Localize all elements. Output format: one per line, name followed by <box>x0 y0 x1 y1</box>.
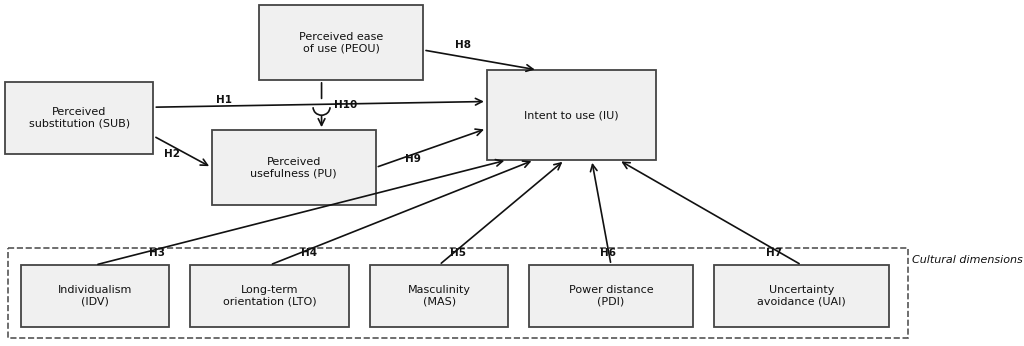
Bar <box>190 265 349 327</box>
Text: H7: H7 <box>766 248 782 258</box>
Bar <box>371 265 508 327</box>
Text: H3: H3 <box>150 248 165 258</box>
Bar <box>486 70 656 160</box>
Text: Perceived ease
of use (PEOU): Perceived ease of use (PEOU) <box>299 32 383 53</box>
Bar <box>212 130 376 205</box>
Text: H8: H8 <box>456 40 471 50</box>
Text: H1: H1 <box>216 95 232 105</box>
Text: Masculinity
(MAS): Masculinity (MAS) <box>408 285 471 307</box>
Text: Long-term
orientation (LTO): Long-term orientation (LTO) <box>223 285 316 307</box>
Text: H6: H6 <box>600 248 616 258</box>
Text: H2: H2 <box>165 149 180 159</box>
Bar <box>8 248 908 338</box>
Text: Perceived
substitution (SUB): Perceived substitution (SUB) <box>29 107 130 129</box>
Text: Perceived
usefulness (PU): Perceived usefulness (PU) <box>250 157 337 178</box>
Text: Intent to use (IU): Intent to use (IU) <box>524 110 618 120</box>
Text: Individualism
(IDV): Individualism (IDV) <box>58 285 132 307</box>
Bar <box>22 265 169 327</box>
Bar <box>259 5 423 80</box>
Bar <box>529 265 693 327</box>
Text: H4: H4 <box>301 248 317 258</box>
Text: H10: H10 <box>334 100 357 110</box>
Text: H5: H5 <box>450 248 466 258</box>
Text: Uncertainty
avoidance (UAI): Uncertainty avoidance (UAI) <box>757 285 846 307</box>
Bar <box>714 265 889 327</box>
Text: Cultural dimensions: Cultural dimensions <box>912 255 1023 265</box>
Text: Power distance
(PDI): Power distance (PDI) <box>568 285 653 307</box>
Bar <box>5 82 154 154</box>
Text: H9: H9 <box>404 155 421 164</box>
